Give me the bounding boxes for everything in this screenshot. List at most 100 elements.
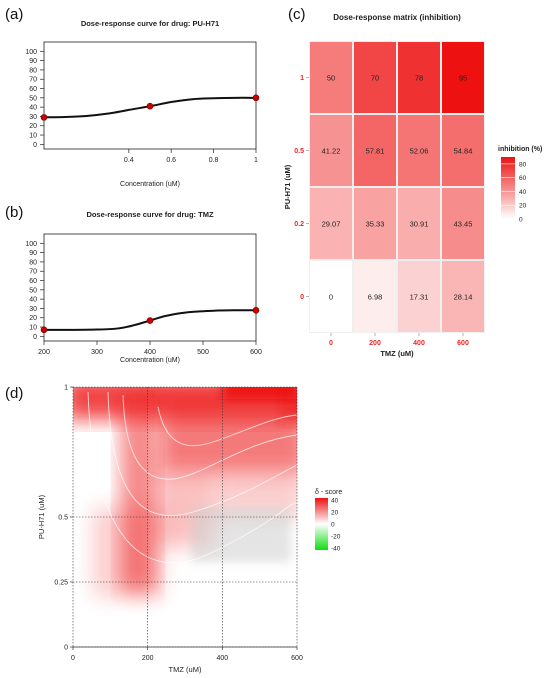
y-tick-label: 0: [64, 645, 68, 652]
panel-label-a: (a): [5, 6, 24, 23]
heatmap-cell: [354, 42, 396, 113]
cell-value-label: 17.31: [410, 293, 429, 302]
legend-colorbar: [315, 498, 328, 550]
plot-frame: [43, 41, 257, 150]
cell-value-label: 29.07: [322, 220, 341, 229]
y-tick-label: 0: [33, 142, 37, 149]
heatmap-cell: [398, 188, 440, 259]
plot-frame: [43, 233, 257, 342]
legend-tick-label: -40: [331, 546, 341, 553]
legend-tick-label: 40: [519, 189, 527, 196]
heatmap-cell: [398, 261, 440, 332]
legend-colorbar: [501, 157, 515, 219]
heatmap-cell: [310, 42, 352, 113]
contour-line: [122, 394, 297, 480]
x-tick-label: 400: [216, 655, 228, 662]
y-tick-label: 50: [29, 95, 37, 102]
data-point: [146, 102, 154, 110]
y-tick-label: 90: [29, 58, 37, 65]
panel-label-b: (b): [5, 204, 24, 221]
y-tick-label: 70: [29, 77, 37, 84]
legend-tick-label: 60: [519, 175, 527, 182]
x-axis-label: Concentration (uM): [120, 181, 180, 188]
data-point: [40, 114, 48, 121]
chart-title: Dose-response curve for drug: TMZ: [86, 210, 214, 219]
legend-tick-label: -20: [331, 534, 341, 541]
y-tick-label: 30: [29, 306, 37, 313]
y-tick-label: 0.2: [294, 221, 304, 228]
heatmap-cell: [398, 115, 440, 186]
contour-line: [107, 391, 297, 516]
heatmap-cell: [354, 115, 396, 186]
x-tick-label: 200: [38, 349, 50, 356]
y-tick-label: 40: [29, 105, 37, 112]
heatmap-cell: [354, 188, 396, 259]
data-point: [252, 94, 260, 102]
data-point: [146, 317, 154, 324]
heatmap-cell: [442, 261, 484, 332]
cell-value-label: 28.14: [454, 293, 473, 302]
legend-title: δ - score: [315, 489, 342, 496]
cell-value-label: 41.22: [322, 147, 341, 156]
y-tick-label: 60: [29, 278, 37, 285]
x-tick-label: 0: [329, 340, 333, 347]
x-tick-label: 400: [144, 349, 156, 356]
x-tick-label: 0.8: [209, 157, 219, 164]
x-axis-label: TMZ (uM): [169, 665, 202, 674]
x-tick-label: 600: [291, 655, 303, 662]
contour-line: [87, 391, 297, 564]
dose-response-chart-pu-h71: Dose-response curve for drug: PU-H71 0 10 2…: [25, 19, 260, 188]
legend-title: inhibition (%): [498, 146, 542, 153]
cell-value-label: 52.06: [410, 147, 429, 156]
cell-value-label: 0: [329, 293, 333, 302]
y-tick-label: 0.5: [58, 515, 68, 522]
cell-value-label: 43.45: [454, 220, 473, 229]
surface-blob: [158, 397, 297, 472]
x-tick-label: 500: [197, 349, 209, 356]
chart-title: Dose-response matrix (inhibition): [333, 13, 461, 22]
legend-tick-label: 20: [519, 203, 527, 210]
surface-blob: [93, 507, 163, 597]
x-axis-label: Concentration (uM): [120, 357, 180, 364]
y-tick-label: 80: [29, 259, 37, 266]
y-tick-label: 40: [29, 297, 37, 304]
heatmap-cell: [398, 42, 440, 113]
legend-tick-label: 80: [519, 161, 527, 168]
y-tick-label: 10: [29, 133, 37, 140]
y-tick-label: 1: [64, 385, 68, 392]
surface-layer: [73, 387, 297, 647]
legend-tick-label: 20: [331, 510, 339, 517]
heatmap-cell: [442, 188, 484, 259]
x-tick-label: 0.4: [124, 157, 134, 164]
y-tick-label: 100: [25, 49, 37, 56]
data-point: [252, 306, 260, 314]
panel-label-d: (d): [5, 385, 24, 402]
dose-response-matrix-chart: Dose-response matrix (inhibition)0 6.98 17…: [283, 13, 542, 358]
heatmap-cell: [442, 42, 484, 113]
heatmap-cell: [310, 188, 352, 259]
data-point: [40, 326, 48, 334]
x-tick-label: 600: [250, 349, 262, 356]
panel-label-c: (c): [288, 6, 306, 23]
heatmap-cell: [442, 115, 484, 186]
x-tick-label: 200: [142, 655, 154, 662]
cell-value-label: 57.81: [366, 147, 385, 156]
dose-response-chart-tmz: Dose-response curve for drug: TMZ 0 10 20 30…: [25, 210, 262, 364]
legend-tick-label: 0: [331, 522, 335, 529]
y-tick-label: 0.5: [294, 148, 304, 155]
y-tick-label: 0: [300, 294, 304, 301]
y-tick-label: 60: [29, 86, 37, 93]
x-tick-label: 0: [71, 655, 75, 662]
legend-tick-label: 0: [519, 217, 523, 224]
surface-gray-patch: [191, 507, 291, 562]
y-tick-label: 100: [25, 241, 37, 248]
cell-value-label: 54.84: [454, 147, 473, 156]
y-tick-label: 90: [29, 250, 37, 257]
x-tick-label: 300: [91, 349, 103, 356]
x-tick-label: 200: [369, 340, 381, 347]
y-tick-label: 20: [29, 123, 37, 130]
surface-top-band: [223, 387, 297, 399]
cell-value-label: 95: [459, 74, 467, 83]
x-tick-label: 0.6: [166, 157, 176, 164]
